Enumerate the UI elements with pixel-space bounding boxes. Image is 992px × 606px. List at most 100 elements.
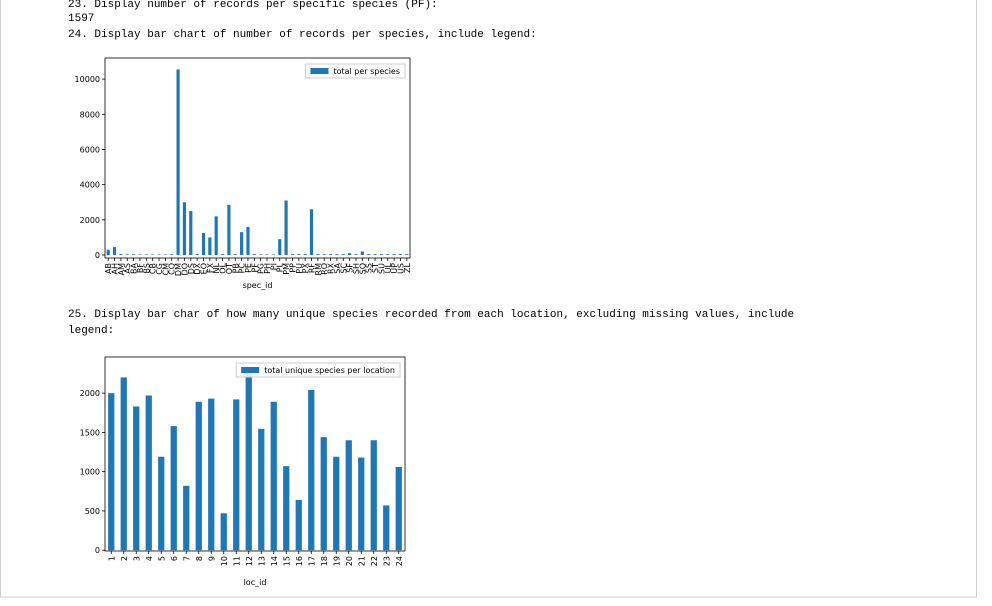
legend: total unique species per location — [235, 362, 401, 378]
x-tick-label: SA — [333, 262, 342, 273]
x-tick-label: UP — [390, 263, 399, 274]
bar — [246, 226, 250, 256]
bar — [233, 254, 237, 256]
x-tick-label: 19 — [332, 556, 341, 566]
bar — [270, 401, 277, 551]
x-tick-label: US — [396, 263, 405, 274]
x-tick-label: OL — [219, 262, 228, 273]
x-tick-label: PE — [244, 263, 253, 273]
x-tick-label: AH — [111, 263, 120, 275]
x-tick-label: 10 — [220, 556, 229, 566]
bar — [284, 200, 288, 256]
x-tick-label: 9 — [207, 556, 216, 561]
bar — [252, 254, 256, 256]
x-tick-label: NL — [212, 262, 221, 273]
x-tick-label: 22 — [370, 556, 379, 566]
legend: total per species — [304, 63, 406, 79]
y-tick-label: 2000 — [80, 389, 100, 398]
x-tick-label: ST — [371, 263, 380, 273]
bar — [170, 254, 174, 256]
bar — [309, 209, 314, 256]
x-tick-label: DM — [174, 263, 183, 276]
bar — [112, 247, 117, 256]
x-tick-label: BF — [136, 263, 145, 273]
bar — [345, 440, 352, 551]
bar — [183, 485, 190, 551]
x-tick-label: SO — [358, 263, 367, 274]
bar — [157, 254, 161, 256]
x-tick-label: AS — [123, 263, 132, 274]
bar — [220, 254, 225, 256]
x-tick-label: UL — [384, 262, 393, 273]
legend-box — [304, 63, 406, 79]
x-tick-label: OT — [225, 263, 234, 274]
y-tick-label: 2000 — [80, 216, 100, 225]
bar — [163, 254, 167, 256]
bar — [271, 254, 275, 256]
code-line: 24. Display bar chart of number of recor… — [68, 29, 537, 41]
x-tick-label: 11 — [232, 556, 241, 566]
legend-swatch — [310, 68, 329, 74]
x-tick-label: 21 — [357, 556, 366, 566]
x-tick-label: ZL — [403, 262, 412, 272]
x-tick-label: 16 — [295, 556, 304, 566]
x-tick-label: 24 — [395, 556, 404, 566]
x-tick-label: 12 — [245, 556, 254, 566]
legend-swatch — [241, 367, 260, 373]
x-tick-label: EO — [199, 263, 208, 274]
x-tick-label: PP — [288, 263, 297, 273]
x-tick-label: PX — [301, 262, 310, 273]
x-tick-label: PH — [263, 263, 272, 274]
bar — [360, 251, 364, 256]
x-tick-label: SF — [346, 263, 355, 273]
bar — [195, 401, 202, 551]
y-tick-label: 0 — [95, 251, 100, 260]
bar — [176, 69, 180, 256]
x-tick-label: 2 — [120, 556, 129, 561]
x-tick-label: RF — [308, 263, 317, 274]
x-tick-label: PG — [257, 263, 266, 274]
bar — [341, 254, 345, 256]
bar — [145, 395, 152, 551]
bar — [290, 254, 295, 256]
bar — [245, 367, 252, 551]
bar — [214, 216, 218, 256]
chart: 0 2000 4000 6000 8000 10000 ABAHAMASBABFBSCBCG… — [75, 57, 412, 290]
bar — [233, 399, 240, 551]
y-tick-label: 8000 — [80, 110, 100, 119]
bar — [220, 513, 227, 551]
y-tick-label: 1500 — [80, 428, 100, 437]
x-tick-label: DO — [180, 263, 189, 275]
x-tick-label: 13 — [257, 556, 266, 566]
y-tick-label: 4000 — [80, 181, 100, 190]
x-tick-label: 7 — [182, 556, 191, 561]
bar — [119, 254, 123, 256]
x-tick-label: PM — [282, 263, 291, 275]
bar — [195, 254, 199, 256]
x-tick-label: 14 — [270, 556, 279, 566]
x-axis-label: spec_id — [243, 281, 273, 290]
bar — [386, 254, 390, 256]
bar — [303, 254, 307, 256]
bar — [120, 377, 127, 551]
x-tick-label: SC — [339, 263, 348, 274]
x-tick-label: 23 — [382, 556, 391, 566]
x-tick-label: CQ — [168, 263, 177, 275]
y-tick-label: 0 — [95, 546, 100, 555]
x-tick-label: CB — [149, 263, 158, 274]
x-tick-label: RO — [320, 263, 329, 275]
plot-frame — [104, 356, 406, 552]
bar — [108, 393, 115, 551]
bar — [297, 254, 301, 256]
x-tick-label: PC — [238, 263, 247, 274]
bar — [367, 254, 371, 256]
x-tick-label: DX — [193, 262, 202, 274]
x-tick-label: RX — [327, 262, 336, 274]
x-tick-label: AB — [104, 263, 113, 274]
y-tick-label: 10000 — [75, 75, 100, 84]
y-tick-label: 6000 — [80, 145, 100, 154]
x-tick-label: DS — [187, 263, 196, 274]
code-line: 25. Display bar char of how many unique … — [68, 309, 794, 321]
